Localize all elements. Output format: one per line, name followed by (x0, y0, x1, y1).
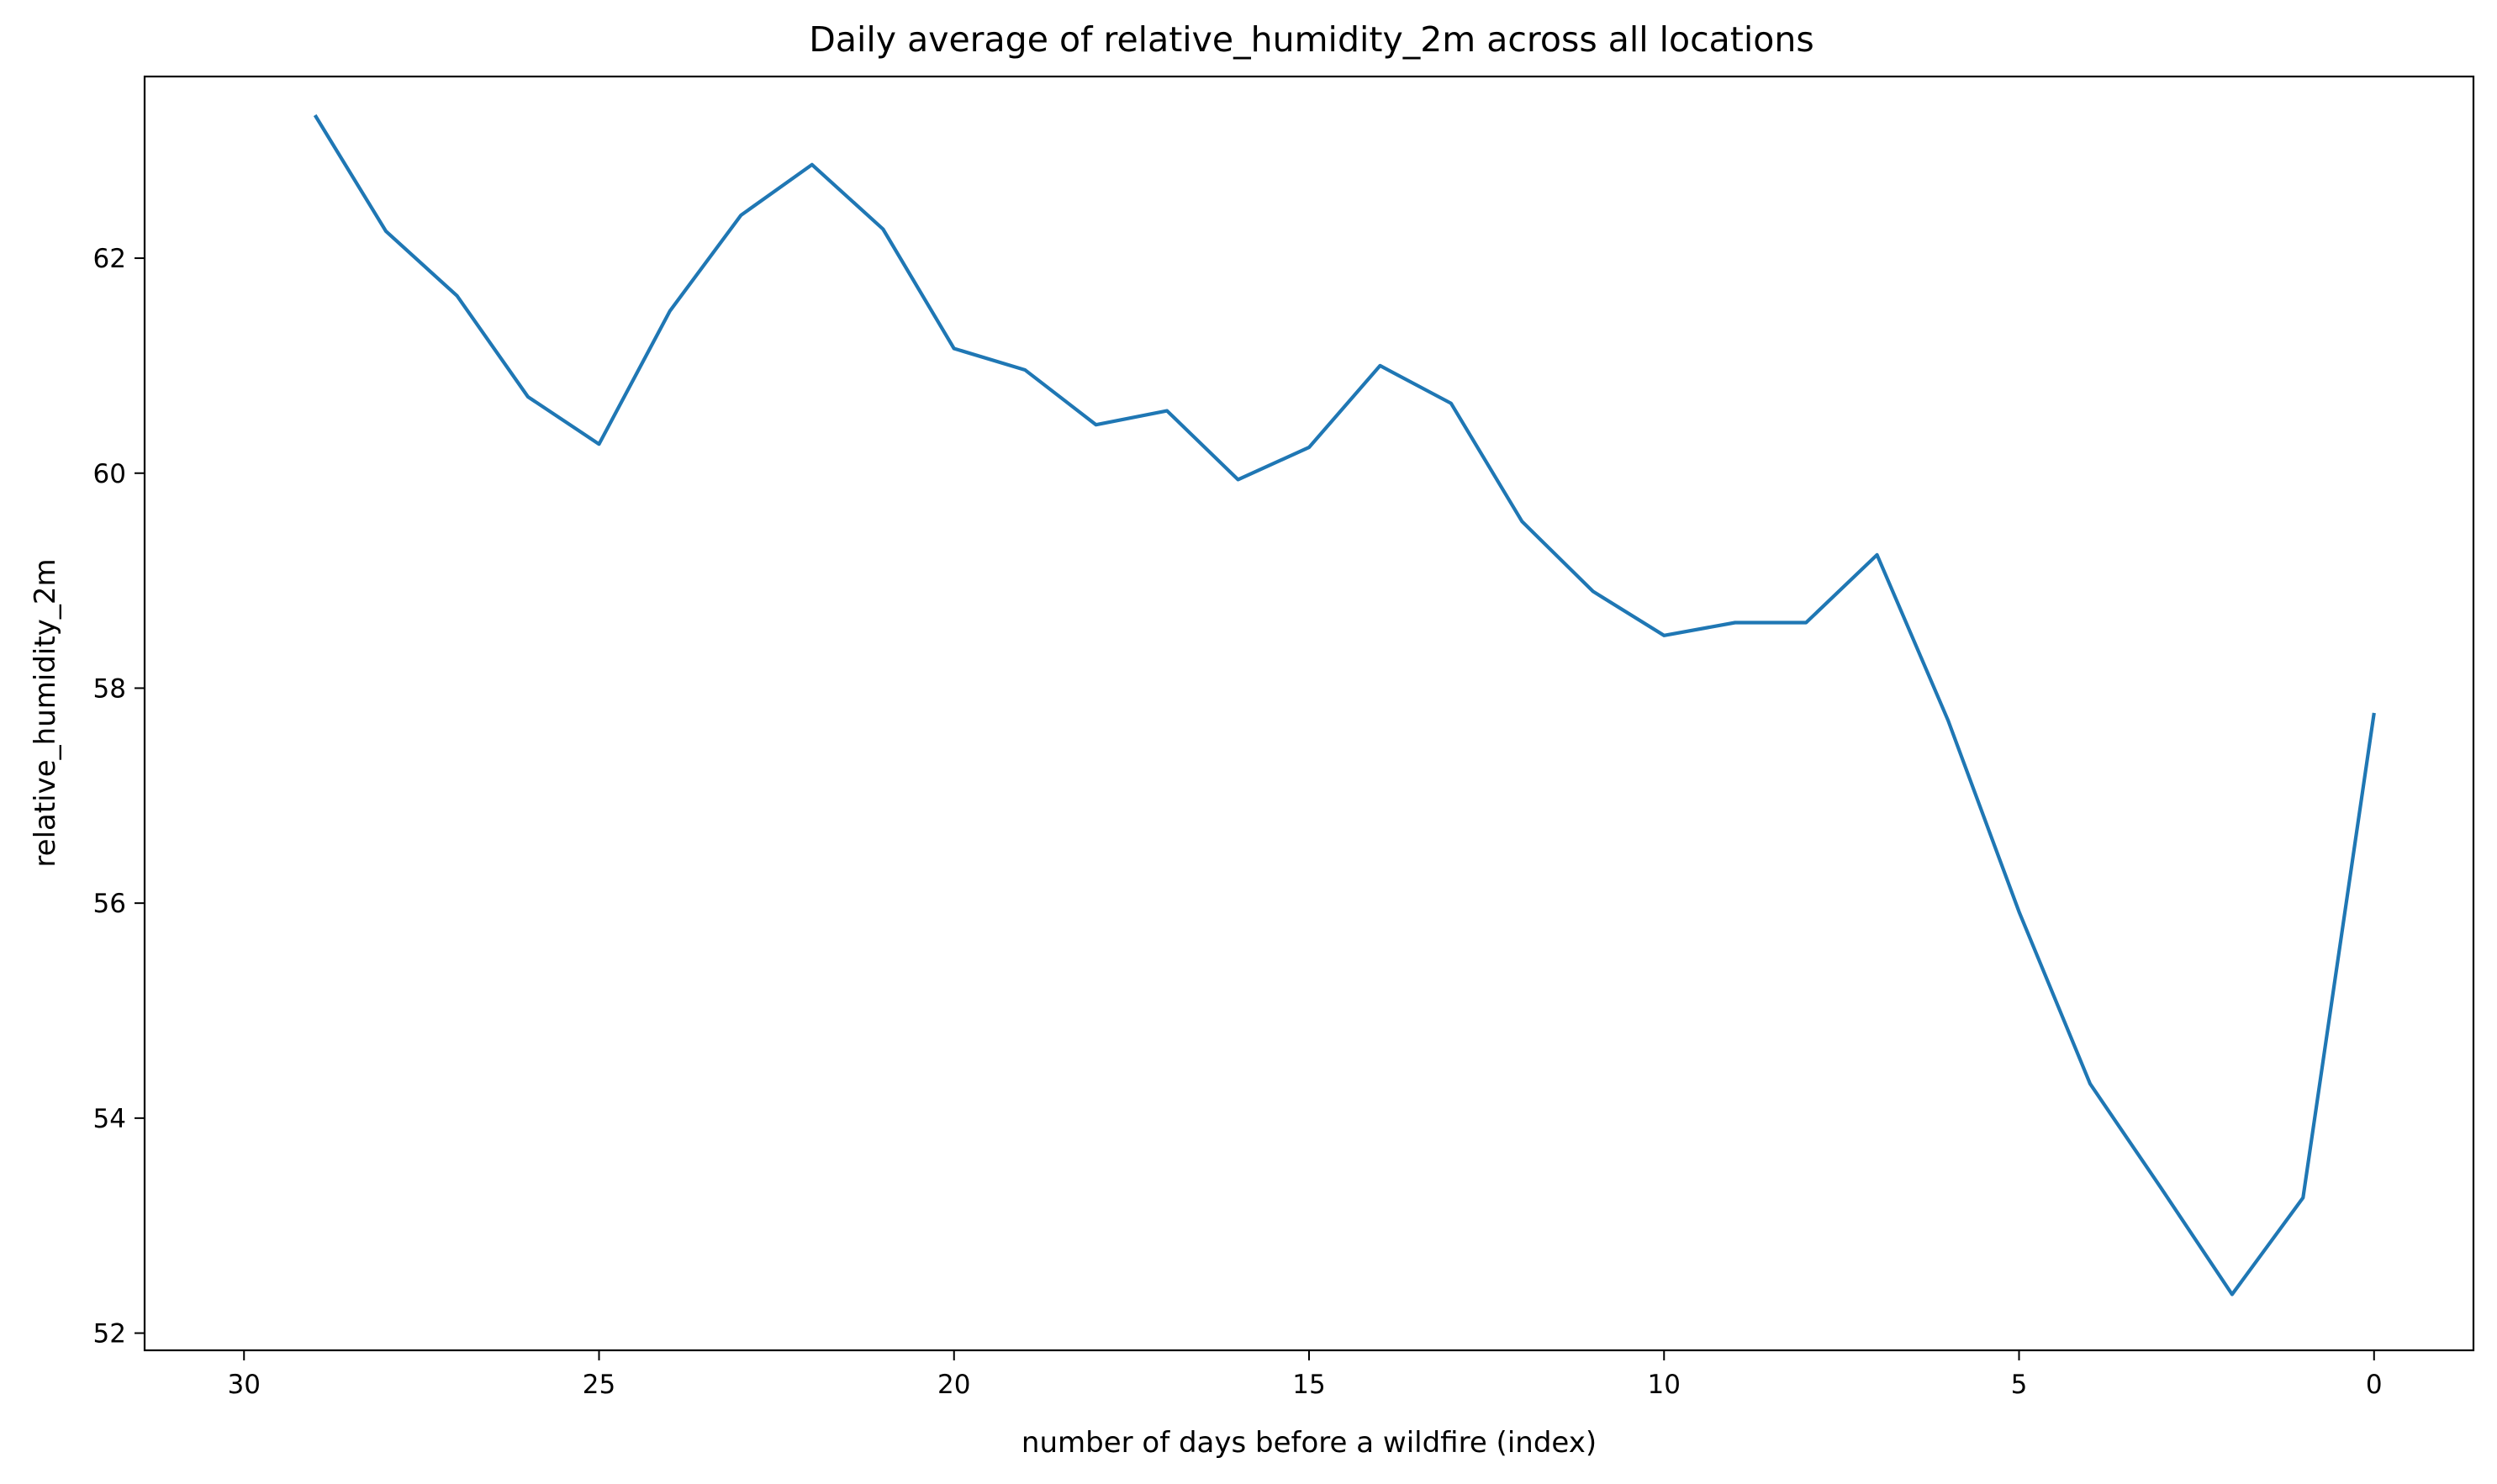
x-tick-label: 30 (228, 1370, 261, 1400)
x-tick-label: 20 (937, 1370, 970, 1400)
x-tick-label: 10 (1648, 1370, 1681, 1400)
y-tick-label: 56 (93, 889, 126, 919)
x-tick-label: 5 (2011, 1370, 2028, 1400)
y-axis-ticks: 52 54 56 58 60 62 (93, 244, 145, 1349)
series-line (313, 114, 2376, 1297)
y-tick-label: 54 (93, 1104, 126, 1134)
x-axis-ticks: 30 25 20 15 10 5 0 (228, 1350, 2383, 1400)
y-tick-label: 58 (93, 673, 126, 704)
y-tick-label: 52 (93, 1319, 126, 1349)
plot-area (313, 114, 2376, 1297)
y-axis-label: relative_humidity_2m (29, 558, 62, 867)
plot-frame (143, 75, 2475, 1352)
x-tick-label: 0 (2366, 1370, 2383, 1400)
chart-title: Daily average of relative_humidity_2m ac… (809, 19, 1813, 60)
x-axis-label: number of days before a wildfire (index) (1022, 1426, 1597, 1460)
y-tick-label: 60 (93, 459, 126, 489)
x-tick-label: 15 (1292, 1370, 1325, 1400)
y-tick-label: 62 (93, 244, 126, 274)
x-tick-label: 25 (583, 1370, 615, 1400)
